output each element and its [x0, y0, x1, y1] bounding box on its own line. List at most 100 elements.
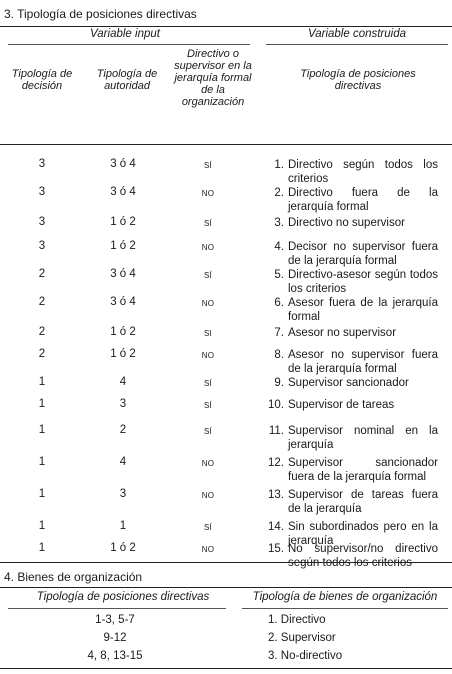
position-label: Supervisor nominal en la jerarquía: [288, 425, 438, 451]
position-label: Directivo fuera de la jerarquía formal: [288, 187, 438, 213]
position-number: 9.: [274, 377, 284, 389]
position-number: 14.: [268, 521, 284, 533]
section-4-title: 4. Bienes de organización: [4, 570, 143, 584]
decision-cell: 1: [38, 542, 46, 554]
decision-cell: 2: [38, 326, 46, 338]
col-header-authority: Tipología de autoridad: [96, 68, 158, 92]
header-rule: [0, 144, 452, 145]
position-label: Directivo según todos los criterios: [288, 159, 438, 185]
formal-hierarchy-cell: NO: [201, 243, 215, 252]
decision-cell: 1: [38, 488, 46, 500]
authority-cell: 3: [119, 488, 127, 500]
variable-construida-header: Variable construida: [307, 28, 407, 40]
position-number: 3.: [274, 217, 284, 229]
position-number: 4.: [274, 241, 284, 253]
constructed-group-rule: [266, 44, 448, 45]
position-number: 2.: [274, 187, 284, 199]
formal-hierarchy-cell: NO: [201, 189, 215, 198]
formal-hierarchy-cell: SÍ: [204, 427, 212, 436]
positions-range-cell: 1-3, 5-7: [95, 614, 135, 626]
authority-cell: 4: [119, 456, 127, 468]
formal-hierarchy-cell: NO: [201, 299, 215, 308]
goods-type-cell: 3. No-directivo: [268, 650, 343, 662]
position-label: Asesor no supervisor fuera de la jerarqu…: [288, 349, 438, 375]
decision-cell: 1: [38, 376, 46, 388]
section-3-bottom-rule: [0, 562, 452, 563]
section-3-title: 3. Tipología de posiciones directivas: [4, 7, 197, 21]
position-label: Supervisor de tareas fuera de la jerarqu…: [288, 489, 438, 515]
top-rule: [0, 26, 452, 27]
position-label: Asesor no supervisor: [288, 327, 397, 339]
col-header-formal-hierarchy: Directivo o supervisor en la jerarquía f…: [174, 48, 252, 108]
bottom-rule: [0, 668, 452, 669]
positions-range-cell: 4, 8, 13-15: [87, 650, 143, 662]
decision-cell: 1: [38, 520, 46, 532]
authority-cell: 1 ó 2: [110, 216, 136, 228]
decision-cell: 3: [38, 158, 46, 170]
position-number: 15.: [268, 543, 284, 555]
position-label: Asesor fuera de la jerarquía formal: [288, 297, 438, 323]
decision-cell: 1: [38, 424, 46, 436]
position-number: 1.: [274, 159, 284, 171]
position-label: Decisor no supervisor fuera de la jerarq…: [288, 241, 438, 267]
position-number: 10.: [268, 399, 284, 411]
authority-cell: 3 ó 4: [110, 158, 136, 170]
decision-cell: 1: [38, 398, 46, 410]
authority-cell: 3 ó 4: [110, 186, 136, 198]
section-4-right-rule: [242, 608, 448, 609]
position-label: Directivo no supervisor: [288, 217, 405, 229]
authority-cell: 1 ó 2: [110, 542, 136, 554]
position-number: 11.: [268, 425, 284, 437]
position-label: No supervisor/no directivo según todos l…: [288, 543, 438, 569]
position-label: Supervisor sancionador: [288, 377, 409, 389]
formal-hierarchy-cell: NO: [201, 545, 215, 554]
formal-hierarchy-cell: NO: [201, 459, 215, 468]
position-number: 12.: [268, 457, 284, 469]
col-header-decision: Tipología de decisión: [11, 68, 73, 92]
decision-cell: 3: [38, 216, 46, 228]
position-number: 13.: [268, 489, 284, 501]
formal-hierarchy-cell: SÍ: [204, 271, 212, 280]
position-label: Directivo-asesor según todos los criteri…: [288, 269, 438, 295]
authority-cell: 1 ó 2: [110, 240, 136, 252]
position-number: 6.: [274, 297, 284, 309]
authority-cell: 1: [119, 520, 127, 532]
section-4-col-left: Tipología de posiciones directivas: [36, 591, 210, 603]
positions-range-cell: 9-12: [103, 632, 127, 644]
position-number: 7.: [274, 327, 284, 339]
authority-cell: 3 ó 4: [110, 268, 136, 280]
decision-cell: 2: [38, 268, 46, 280]
section-4-top-rule: [0, 587, 452, 588]
input-group-rule: [8, 44, 250, 45]
formal-hierarchy-cell: SÍ: [204, 219, 212, 228]
variable-input-header: Variable input: [90, 28, 160, 40]
col-header-constructed: Tipología de posiciones directivas: [300, 68, 416, 92]
decision-cell: 3: [38, 186, 46, 198]
formal-hierarchy-cell: SI: [204, 329, 212, 338]
position-label: Sin subordinados pero en la jerarquía: [288, 521, 438, 547]
formal-hierarchy-cell: NO: [201, 351, 215, 360]
authority-cell: 1 ó 2: [110, 326, 136, 338]
section-4-col-right: Tipología de bienes de organización: [252, 591, 438, 603]
formal-hierarchy-cell: SÍ: [204, 379, 212, 388]
goods-type-cell: 2. Supervisor: [268, 632, 336, 644]
decision-cell: 2: [38, 348, 46, 360]
formal-hierarchy-cell: NO: [201, 491, 215, 500]
authority-cell: 1 ó 2: [110, 348, 136, 360]
authority-cell: 3 ó 4: [110, 296, 136, 308]
decision-cell: 1: [38, 456, 46, 468]
section-4-left-rule: [8, 608, 226, 609]
position-number: 8.: [274, 349, 284, 361]
authority-cell: 2: [119, 424, 127, 436]
position-label: Supervisor de tareas: [288, 399, 395, 411]
decision-cell: 3: [38, 240, 46, 252]
formal-hierarchy-cell: SÍ: [204, 523, 212, 532]
position-label: Supervisor sancionador fuera de la jerar…: [288, 457, 438, 483]
authority-cell: 4: [119, 376, 127, 388]
position-number: 5.: [274, 269, 284, 281]
decision-cell: 2: [38, 296, 46, 308]
authority-cell: 3: [119, 398, 127, 410]
goods-type-cell: 1. Directivo: [268, 614, 326, 626]
formal-hierarchy-cell: SÍ: [204, 161, 212, 170]
